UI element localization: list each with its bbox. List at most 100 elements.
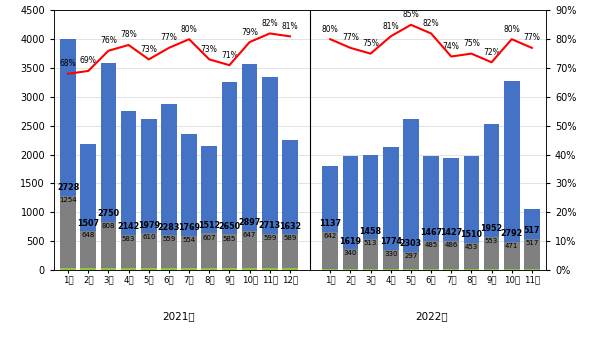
Text: 77%: 77% bbox=[523, 33, 541, 42]
Bar bbox=[262, 77, 278, 234]
Bar bbox=[101, 222, 116, 268]
Bar bbox=[484, 237, 499, 269]
Legend: 2G/3G, 4G, 5G, 5G手机占比: 2G/3G, 4G, 5G, 5G手机占比 bbox=[178, 345, 422, 346]
Bar bbox=[322, 166, 338, 232]
Bar bbox=[202, 146, 217, 234]
Bar bbox=[363, 269, 379, 270]
Text: 2283: 2283 bbox=[158, 223, 180, 232]
Text: 471: 471 bbox=[505, 243, 518, 249]
Text: 80%: 80% bbox=[181, 25, 197, 34]
Bar bbox=[504, 81, 520, 242]
Bar bbox=[383, 269, 398, 270]
Bar bbox=[504, 242, 520, 269]
Text: 2897: 2897 bbox=[238, 218, 261, 227]
Bar bbox=[282, 268, 298, 270]
Bar bbox=[322, 232, 338, 269]
Bar bbox=[101, 63, 116, 222]
Bar bbox=[121, 235, 136, 268]
Text: 808: 808 bbox=[101, 223, 115, 229]
Bar bbox=[423, 269, 439, 270]
Bar bbox=[141, 119, 157, 233]
Bar bbox=[262, 234, 278, 268]
Bar bbox=[464, 156, 479, 243]
Bar bbox=[181, 134, 197, 236]
Text: 81%: 81% bbox=[382, 22, 399, 31]
Text: 1427: 1427 bbox=[440, 228, 462, 237]
Text: 1254: 1254 bbox=[59, 197, 77, 203]
Text: 517: 517 bbox=[525, 240, 539, 246]
Text: 76%: 76% bbox=[100, 36, 117, 45]
Text: 1510: 1510 bbox=[460, 230, 482, 239]
Text: 77%: 77% bbox=[160, 33, 178, 42]
Text: 73%: 73% bbox=[201, 45, 218, 54]
Bar bbox=[161, 267, 177, 270]
Bar bbox=[484, 124, 499, 237]
Text: 2021年: 2021年 bbox=[163, 311, 196, 321]
Bar bbox=[282, 140, 298, 234]
Text: 1458: 1458 bbox=[359, 227, 382, 236]
Text: 81%: 81% bbox=[281, 22, 298, 31]
Text: 642: 642 bbox=[323, 233, 337, 239]
Text: 80%: 80% bbox=[503, 25, 520, 34]
Text: 2650: 2650 bbox=[218, 222, 241, 231]
Bar bbox=[121, 268, 136, 270]
Bar bbox=[181, 268, 197, 270]
Text: 82%: 82% bbox=[423, 19, 439, 28]
Bar bbox=[383, 147, 398, 250]
Text: 1769: 1769 bbox=[178, 224, 200, 233]
Text: 610: 610 bbox=[142, 235, 155, 240]
Bar bbox=[464, 243, 479, 269]
Text: 2303: 2303 bbox=[400, 239, 422, 248]
Bar bbox=[403, 119, 419, 252]
Bar bbox=[242, 268, 257, 270]
Bar bbox=[161, 104, 177, 235]
Bar bbox=[80, 144, 96, 231]
Text: 297: 297 bbox=[404, 253, 418, 259]
Bar bbox=[60, 196, 76, 268]
Bar bbox=[221, 268, 237, 270]
Text: 68%: 68% bbox=[60, 59, 76, 68]
Text: 2022年: 2022年 bbox=[415, 311, 448, 321]
Bar bbox=[524, 269, 540, 270]
Text: 75%: 75% bbox=[463, 39, 480, 48]
Text: 69%: 69% bbox=[80, 56, 97, 65]
Text: 553: 553 bbox=[485, 238, 498, 244]
Text: 74%: 74% bbox=[443, 42, 460, 51]
Bar bbox=[343, 269, 358, 270]
Text: 1619: 1619 bbox=[340, 237, 361, 246]
Bar bbox=[322, 269, 338, 270]
Bar bbox=[282, 234, 298, 268]
Bar bbox=[181, 236, 197, 268]
Text: 607: 607 bbox=[203, 235, 216, 240]
Text: 513: 513 bbox=[364, 240, 377, 246]
Bar bbox=[141, 233, 157, 268]
Text: 2713: 2713 bbox=[259, 221, 281, 230]
Text: 1632: 1632 bbox=[279, 222, 301, 231]
Bar bbox=[423, 156, 439, 241]
Bar bbox=[221, 82, 237, 235]
Bar bbox=[484, 269, 499, 270]
Text: 78%: 78% bbox=[120, 30, 137, 39]
Bar bbox=[242, 64, 257, 231]
Bar bbox=[363, 155, 379, 239]
Bar bbox=[464, 269, 479, 270]
Bar bbox=[443, 241, 459, 269]
Bar bbox=[343, 249, 358, 269]
Text: 1774: 1774 bbox=[380, 237, 402, 246]
Text: 1512: 1512 bbox=[198, 221, 220, 230]
Bar bbox=[383, 250, 398, 269]
Bar bbox=[141, 268, 157, 270]
Text: 453: 453 bbox=[465, 244, 478, 250]
Text: 1507: 1507 bbox=[77, 219, 99, 228]
Text: 1467: 1467 bbox=[420, 228, 442, 237]
Text: 583: 583 bbox=[122, 236, 135, 242]
Text: 648: 648 bbox=[82, 232, 95, 238]
Text: 73%: 73% bbox=[140, 45, 157, 54]
Text: 340: 340 bbox=[344, 250, 357, 256]
Text: 2792: 2792 bbox=[500, 229, 523, 238]
Bar bbox=[242, 231, 257, 268]
Text: 647: 647 bbox=[243, 232, 256, 238]
Bar bbox=[101, 268, 116, 270]
Bar bbox=[80, 231, 96, 268]
Text: 85%: 85% bbox=[403, 10, 419, 19]
